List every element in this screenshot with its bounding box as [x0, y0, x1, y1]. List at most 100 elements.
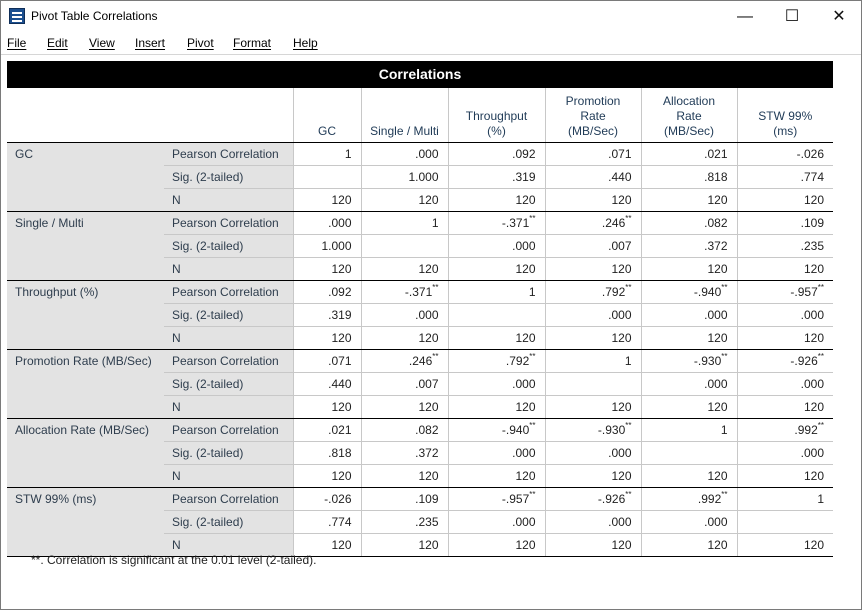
table-cell: -.957** [447, 487, 545, 511]
table-cell: 1.000 [360, 165, 448, 189]
significance-marker: ** [625, 214, 632, 223]
menu-pivot[interactable]: Pivot [187, 36, 214, 50]
table-cell: 120 [544, 464, 641, 488]
table-cell: 120 [360, 533, 448, 557]
table-cell: 120 [292, 188, 361, 212]
cell-value: 1 [528, 285, 536, 299]
column-header: Allocation Rate (MB/Sec) [640, 88, 737, 143]
cell-value: .000 [800, 446, 824, 460]
cell-value: .000 [800, 308, 824, 322]
cell-value: .007 [608, 239, 632, 253]
cell-value: .000 [512, 239, 536, 253]
cell-value: .818 [328, 446, 352, 460]
table-cell: .000 [640, 303, 737, 327]
table-cell: .372 [640, 234, 737, 258]
significance-marker: ** [817, 421, 824, 430]
menu-bar: File Edit View Insert Pivot Format Help [1, 32, 861, 55]
close-button[interactable]: ✕ [832, 8, 846, 25]
statistic-label: Pearson Correlation [164, 418, 293, 442]
cell-value: -.026 [324, 492, 352, 506]
menu-view[interactable]: View [89, 36, 115, 50]
table-row: N 120 120 120 120 120 120 [7, 464, 833, 488]
cell-value: .235 [415, 515, 439, 529]
table-cell: .082 [640, 211, 737, 235]
cell-value: .992** [794, 421, 824, 438]
table-row: Promotion Rate (MB/Sec) Pearson Correlati… [7, 349, 833, 419]
column-header: GC [292, 88, 361, 143]
row-group-label: Throughput (%) [7, 280, 164, 350]
table-cell: -.930** [640, 349, 737, 373]
table-cell: 120 [292, 395, 361, 419]
statistic-label: N [164, 188, 293, 212]
minimize-button[interactable]: — [737, 8, 753, 25]
table-cell: 120 [292, 464, 361, 488]
table-cell: .235 [736, 234, 833, 258]
menu-help[interactable]: Help [293, 36, 318, 50]
cell-value: 120 [707, 331, 728, 345]
column-header-line: Single / Multi [370, 124, 439, 138]
table-cell [544, 372, 641, 396]
significance-marker: ** [721, 283, 728, 292]
table-cell: .000 [360, 303, 448, 327]
statistic-label: Sig. (2-tailed) [164, 441, 293, 465]
pivot-table-content: Correlations GC Single / Multi Throughput(… [1, 55, 861, 609]
table-cell: .000 [640, 510, 737, 534]
table-cell: -.930** [544, 418, 641, 442]
cell-value: .792** [505, 352, 536, 369]
column-header: STW 99% (ms) [736, 88, 833, 143]
table-cell [447, 303, 545, 327]
menu-file[interactable]: File [7, 36, 27, 50]
table-cell: -.957** [736, 280, 833, 304]
menu-insert[interactable]: Insert [135, 36, 166, 50]
table-row: Sig. (2-tailed) 1.000 .319 .440 .818 .774 [7, 165, 833, 189]
cell-value: .000 [704, 308, 728, 322]
table-header-row: GC Single / Multi Throughput (%) Promotion Ra… [7, 88, 833, 143]
table-title: Correlations [7, 61, 833, 88]
table-cell: .071 [544, 142, 641, 166]
cell-value: .082 [704, 216, 728, 230]
cell-value: .000 [415, 308, 439, 322]
cell-value: 1.000 [408, 170, 439, 184]
column-header: Throughput (%) [447, 88, 545, 143]
table-cell: .000 [292, 211, 361, 235]
cell-value: 120 [331, 193, 352, 207]
table-cell: .092 [292, 280, 361, 304]
header-spacer [164, 88, 293, 143]
table-row: N 120 120 120 120 120 120 [7, 533, 833, 557]
table-cell: 120 [640, 395, 737, 419]
cell-value: .818 [704, 170, 728, 184]
table-cell: .792** [544, 280, 641, 304]
table-cell: 120 [360, 395, 448, 419]
table-row: Throughput (%) Pearson Correlation .092 -.3… [7, 280, 833, 350]
column-header-line: (MB/Sec) [663, 124, 714, 138]
title-bar[interactable]: Pivot Table Correlations — ☐ ✕ [1, 1, 861, 32]
cell-value: .235 [800, 239, 824, 253]
table-row: Sig. (2-tailed) 1.000 .000 .007 .372 .235 [7, 234, 833, 258]
table-cell: 1 [736, 487, 833, 511]
table-cell: .818 [640, 165, 737, 189]
maximize-button[interactable]: ☐ [784, 8, 800, 25]
table-cell: -.926** [736, 349, 833, 373]
statistic-label: Sig. (2-tailed) [164, 165, 293, 189]
table-cell: .109 [736, 211, 833, 235]
table-cell: .774 [736, 165, 833, 189]
cell-value: 120 [331, 262, 352, 276]
cell-value: 120 [707, 469, 728, 483]
table-cell: 120 [544, 188, 641, 212]
column-header: Single / Multi [360, 88, 448, 143]
column-header-line: Allocation [662, 94, 716, 108]
table-cell: 1 [640, 418, 737, 442]
column-header-line: STW 99% [758, 109, 813, 123]
menu-format[interactable]: Format [233, 36, 272, 50]
cell-value: .007 [415, 377, 439, 391]
cell-value: .774 [328, 515, 352, 529]
cell-value: .071 [608, 147, 632, 161]
cell-value: 120 [611, 469, 632, 483]
statistic-label: Pearson Correlation [164, 142, 293, 166]
table-cell: 1 [447, 280, 545, 304]
cell-value: .021 [704, 147, 728, 161]
row-group-label: Single / Multi [7, 211, 164, 281]
menu-edit[interactable]: Edit [47, 36, 68, 50]
table-cell: 120 [736, 188, 833, 212]
